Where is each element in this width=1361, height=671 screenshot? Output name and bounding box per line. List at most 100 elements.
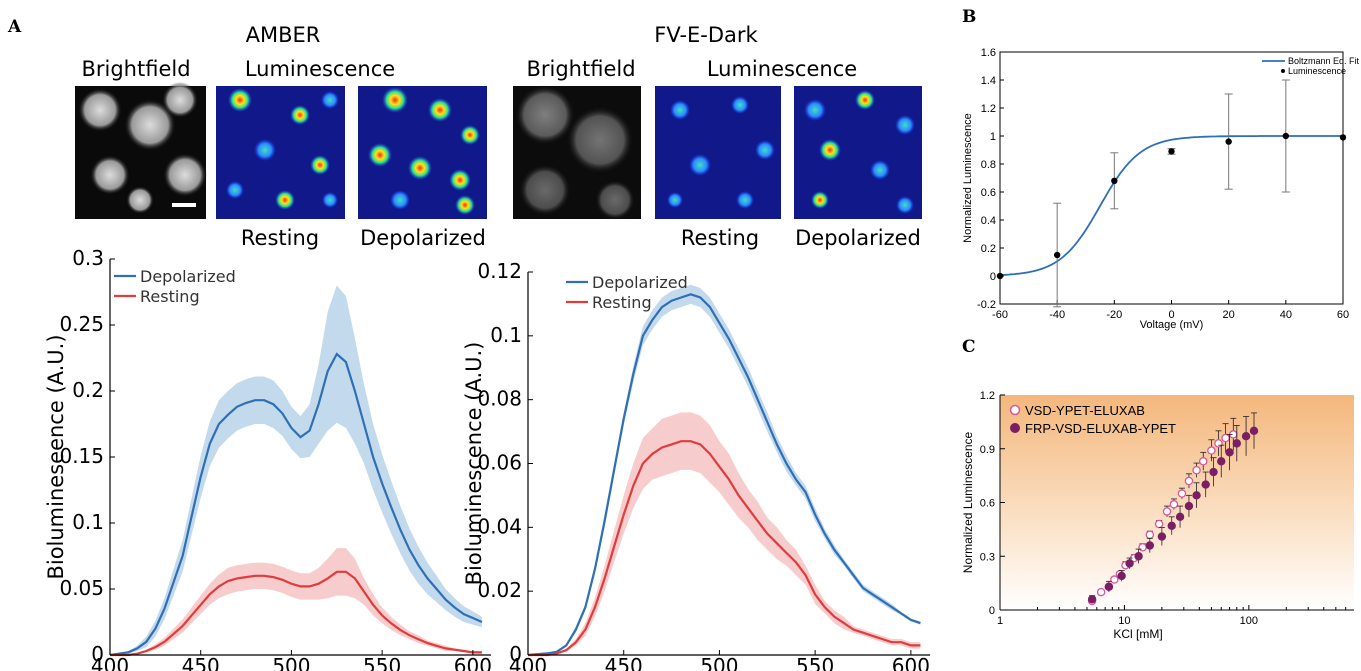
data-point-filled xyxy=(1117,571,1126,581)
y-tick-label: 0 xyxy=(509,642,522,666)
data-point xyxy=(1168,148,1175,155)
legend-label: FRP-VSD-ELUXAB-YPET xyxy=(1025,421,1176,436)
data-point-open xyxy=(1096,587,1106,597)
y-tick-label: 0.15 xyxy=(59,444,104,468)
band-resting xyxy=(528,412,921,655)
x-axis-label: KCl [mM] xyxy=(1113,627,1162,641)
series-line-depolarized xyxy=(527,293,921,657)
legend-label: Resting xyxy=(140,287,200,306)
panel-label-b: B xyxy=(962,7,976,27)
data-point-filled xyxy=(1184,501,1194,511)
legend-label: VSD-YPET-ELUXAB xyxy=(1025,403,1145,418)
data-point-open xyxy=(1198,457,1208,466)
y-tick-label: 0.02 xyxy=(477,578,522,602)
y-tick-label: 0.9 xyxy=(980,444,995,456)
plot-frame xyxy=(999,51,1344,305)
data-point-filled xyxy=(1249,426,1259,436)
y-tick-label: 0.6 xyxy=(981,187,996,199)
data-point-filled xyxy=(1087,595,1097,604)
x-axis-label: Voltage (mV) xyxy=(1140,319,1204,331)
x-tick-label: -20 xyxy=(1106,309,1122,321)
series-line-resting xyxy=(110,570,482,657)
y-tick-label: 1.4 xyxy=(981,75,996,87)
y-tick-label: 0.8 xyxy=(981,159,996,171)
y-tick-label: 0.1 xyxy=(490,323,522,347)
amber-spectrum-chart: 40045050055060000.050.10.150.20.250.3Wav… xyxy=(44,246,492,671)
x-tick-label: 500 xyxy=(272,654,310,671)
fv-depolarized-image xyxy=(794,86,922,219)
x-tick-label: -40 xyxy=(1049,309,1065,321)
x-tick-label: 500 xyxy=(700,654,738,671)
data-point-filled xyxy=(1134,552,1143,561)
x-tick-label: 400 xyxy=(91,654,129,671)
x-tick-label: 400 xyxy=(509,654,547,671)
data-point-filled xyxy=(1145,541,1155,550)
y-tick-label: 0.04 xyxy=(477,514,522,538)
micrographs xyxy=(75,82,922,220)
y-tick-label: 1 xyxy=(990,131,996,143)
y-tick-label: 0 xyxy=(990,271,996,283)
data-point-open xyxy=(1154,519,1164,529)
data-point-filled xyxy=(1225,448,1234,457)
y-tick-label: 0.12 xyxy=(477,259,522,283)
y-axis-label: Normalized Luminescence xyxy=(962,113,974,243)
data-point-open xyxy=(1110,575,1119,584)
x-tick-label: 20 xyxy=(1223,309,1235,321)
fv-spectrum-chart: 40045050055060000.020.040.060.080.10.12W… xyxy=(462,259,930,671)
fit-curve xyxy=(999,135,1343,276)
data-point-filled xyxy=(1125,559,1134,568)
amber-resting-label: Resting xyxy=(241,226,319,250)
x-tick-label: 1 xyxy=(997,615,1003,627)
data-point xyxy=(1282,132,1290,140)
amber-title: AMBER xyxy=(246,23,321,47)
y-axis-label: Biolumineseence (A.U.) xyxy=(44,334,68,579)
data-point-filled xyxy=(1217,457,1226,466)
data-point-filled xyxy=(1175,512,1185,522)
y-tick-label: 1.2 xyxy=(980,390,995,402)
y-tick-label: 0.08 xyxy=(477,387,522,411)
y-tick-label: -0.2 xyxy=(977,299,996,311)
legend-swatch xyxy=(1009,404,1021,416)
data-point-filled xyxy=(1209,467,1218,477)
y-axis-label: Bioluminescence (A.U.) xyxy=(462,342,486,586)
panel-label-c: C xyxy=(962,337,976,357)
amber-luminescence-label: Luminescence xyxy=(245,57,395,81)
y-tick-label: 0.3 xyxy=(980,551,995,563)
data-point-filled xyxy=(1167,521,1176,530)
x-tick-label: 100 xyxy=(1240,615,1258,627)
x-tick-label: 550 xyxy=(796,654,834,671)
legend-label: Resting xyxy=(592,293,652,312)
y-tick-label: 0.3 xyxy=(72,246,104,270)
fv-resting-image xyxy=(655,86,781,219)
amber-brightfield-image xyxy=(75,82,207,219)
y-tick-label: 0 xyxy=(91,642,104,666)
x-tick-label: 0 xyxy=(1168,309,1174,321)
amber-brightfield-label: Brightfield xyxy=(81,57,190,81)
data-point-open xyxy=(1145,530,1155,540)
fv-resting-label: Resting xyxy=(681,226,759,250)
x-tick-label: 550 xyxy=(363,654,401,671)
y-tick-label: 0.05 xyxy=(59,576,104,600)
data-point-filled xyxy=(1157,532,1167,541)
y-tick-label: 0.6 xyxy=(980,498,995,510)
data-point-filled xyxy=(1104,582,1114,591)
data-point-filled xyxy=(1192,491,1201,500)
data-point xyxy=(996,272,1004,280)
y-tick-label: 1.2 xyxy=(981,103,996,115)
data-point-open xyxy=(1177,489,1187,498)
scale-bar xyxy=(172,203,196,207)
series-line-depolarized xyxy=(109,352,483,657)
x-tick-label: 600 xyxy=(892,654,930,671)
data-point xyxy=(1225,138,1232,145)
amber-resting-image xyxy=(216,86,345,219)
y-tick-label: 0.1 xyxy=(72,510,104,534)
voltage-chart: -60 -40 -20 0 20 40 60 -0.2 0 0.2 0.4 0.6 0.8 1 1.2 1.4… xyxy=(962,47,1360,331)
series-line-resting xyxy=(528,440,921,657)
data-point-filled xyxy=(1241,432,1251,441)
y-tick-label: 0.25 xyxy=(59,312,104,336)
data-point xyxy=(1339,134,1347,141)
fv-depolarized-label: Depolarized xyxy=(795,226,921,250)
x-tick-label: 450 xyxy=(605,654,643,671)
x-tick-label: -60 xyxy=(992,309,1008,321)
